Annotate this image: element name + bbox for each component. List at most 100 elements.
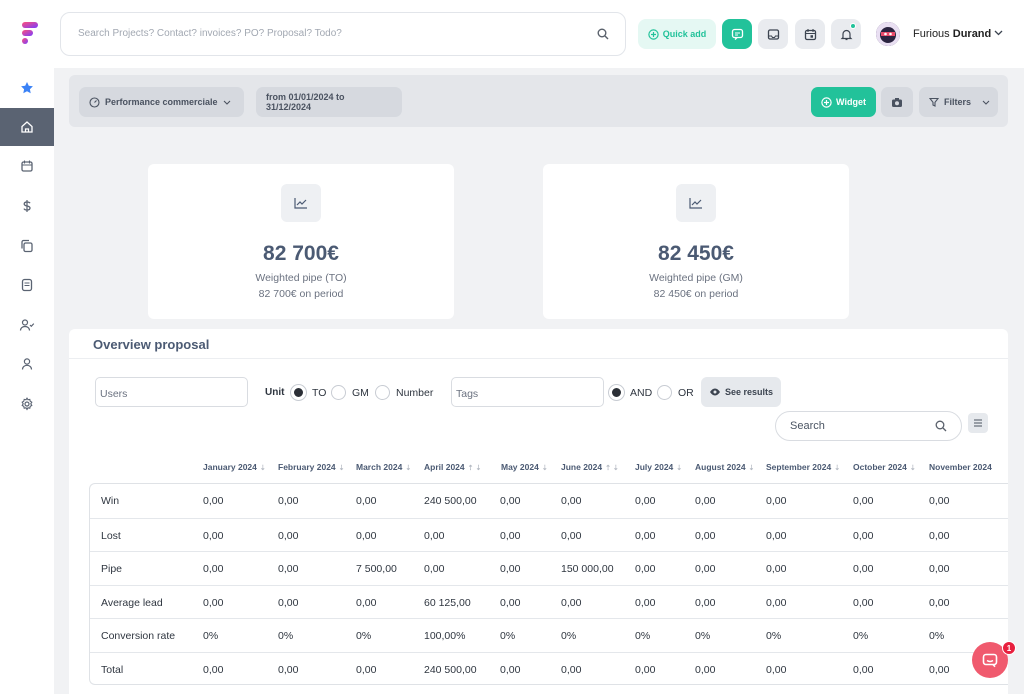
bell-icon: [840, 28, 853, 41]
row-label: Conversion rate: [101, 630, 176, 642]
sidebar-item-storage[interactable]: [0, 266, 54, 304]
sidebar: [0, 68, 54, 694]
column-header[interactable]: June 2024 ⇡ ⇣: [561, 462, 619, 472]
table-cell: 0%: [695, 630, 711, 642]
sidebar-item-documents[interactable]: [0, 227, 54, 265]
see-results-button[interactable]: See results: [701, 377, 781, 407]
global-search-placeholder: Search Projects? Contact? invoices? PO? …: [78, 28, 342, 39]
column-header[interactable]: July 2024 ⇣: [635, 462, 683, 472]
table-cell: 0,00: [695, 663, 716, 676]
sidebar-item-calendar[interactable]: [0, 147, 54, 185]
unit-radio-to[interactable]: [291, 385, 306, 400]
chat-icon: [731, 28, 744, 41]
filters-button[interactable]: Filters: [919, 87, 998, 117]
notification-dot: [850, 23, 856, 29]
table-cell: 0,00: [278, 495, 299, 507]
global-search[interactable]: Search Projects? Contact? invoices? PO? …: [60, 12, 626, 56]
inbox-button[interactable]: [758, 19, 788, 49]
notifications-button[interactable]: [831, 19, 861, 49]
table-cell: 0,00: [853, 529, 874, 542]
table-cell: 0,00: [356, 529, 377, 542]
users-icon: [19, 318, 35, 332]
user-first-name: Furious: [913, 28, 950, 40]
chevron-down-icon: [223, 100, 231, 105]
table-cell: 0%: [500, 630, 516, 642]
unit-option-to: TO: [312, 387, 327, 399]
sidebar-item-home[interactable]: [0, 108, 54, 146]
filter-icon: [929, 97, 939, 107]
logic-option-or: OR: [678, 387, 694, 399]
table-cell: 0%: [853, 630, 869, 642]
user-name[interactable]: Furious Durand: [913, 28, 991, 40]
sidebar-item-contacts[interactable]: [0, 306, 54, 344]
table-cell: 0,00: [278, 563, 299, 575]
table-row: Lost 0,00 0,00 0,00 0,00 0,00 0,00 0,00 0,00 0,00…: [90, 517, 1008, 552]
users-input[interactable]: Users: [95, 377, 248, 407]
app-logo[interactable]: [18, 20, 42, 46]
table-cell: 0,00: [929, 529, 950, 542]
column-settings-button[interactable]: [968, 413, 988, 433]
sidebar-item-finance[interactable]: [0, 187, 54, 225]
add-widget-button[interactable]: Widget: [811, 87, 876, 117]
see-results-label: See results: [724, 387, 774, 397]
sidebar-item-favorites[interactable]: [0, 69, 54, 107]
column-header[interactable]: August 2024 ⇣: [695, 462, 755, 472]
sidebar-item-settings[interactable]: [0, 385, 54, 423]
gauge-icon: [89, 96, 100, 108]
dollar-icon: [20, 199, 34, 213]
table-cell: 0,00: [766, 529, 787, 542]
kpi-label: Weighted pipe (TO): [255, 272, 347, 284]
logic-radio-or[interactable]: [657, 385, 672, 400]
kpi-card-weighted-pipe-to: 82 700€ Weighted pipe (TO) 82 700€ on pe…: [148, 164, 454, 319]
table-search-input[interactable]: Search: [775, 411, 962, 441]
inbox-icon: [767, 28, 780, 41]
chevron-down-icon[interactable]: [994, 30, 1003, 36]
unit-option-number: Number: [396, 387, 434, 399]
column-header[interactable]: November 2024: [929, 462, 992, 472]
date-range-button[interactable]: from 01/01/2024 to 31/12/2024: [256, 87, 402, 117]
column-header[interactable]: October 2024 ⇣: [853, 462, 916, 472]
table-cell: 0%: [561, 630, 577, 642]
search-icon: [935, 420, 947, 432]
tags-input[interactable]: Tags: [451, 377, 604, 407]
dashboard-select[interactable]: Performance commerciale: [79, 87, 244, 117]
table-cell: 0,00: [853, 663, 874, 676]
table-cell: 0%: [635, 630, 651, 642]
column-header[interactable]: September 2024 ⇣: [766, 462, 841, 472]
calendar-button[interactable]: [795, 19, 825, 49]
logic-radio-and[interactable]: [609, 385, 624, 400]
table-cell: 0,00: [635, 596, 656, 609]
column-header[interactable]: January 2024 ⇣: [203, 462, 266, 472]
sidebar-item-profile[interactable]: [0, 345, 54, 383]
screenshot-button[interactable]: [881, 87, 913, 117]
avatar[interactable]: [876, 22, 900, 46]
table-cell: 0,00: [500, 663, 521, 676]
row-label: Average lead: [101, 596, 163, 609]
table-cell: 0,00: [278, 596, 299, 609]
plus-circle-icon: [821, 96, 832, 108]
column-header[interactable]: April 2024 ⇡ ⇣: [424, 462, 482, 472]
calendar-icon: [20, 159, 34, 173]
table-cell: 0,00: [695, 495, 716, 507]
overview-proposal-panel: Overview proposal Users Unit TO GM Numbe…: [69, 329, 1008, 694]
unit-radio-gm[interactable]: [331, 385, 346, 400]
plus-circle-icon: [648, 28, 659, 40]
table-cell: 0,00: [853, 596, 874, 609]
table-cell: 0,00: [203, 596, 224, 609]
unit-radio-number[interactable]: [375, 385, 390, 400]
kpi-subtext: 82 450€ on period: [653, 288, 739, 300]
column-header[interactable]: May 2024 ⇣: [501, 462, 548, 472]
panel-title: Overview proposal: [93, 337, 210, 352]
kpi-label: Weighted pipe (GM): [649, 272, 743, 284]
column-header[interactable]: March 2024 ⇣: [356, 462, 412, 472]
table-cell: 7 500,00: [356, 563, 397, 575]
table-cell: 0,00: [500, 495, 521, 507]
column-header[interactable]: February 2024 ⇣: [278, 462, 345, 472]
logic-option-and: AND: [630, 387, 653, 399]
table-cell: 0,00: [356, 663, 377, 676]
messages-button[interactable]: [722, 19, 752, 49]
table-cell: 0,00: [500, 563, 521, 575]
filters-label: Filters: [944, 97, 972, 107]
search-icon[interactable]: [597, 28, 609, 40]
quick-add-button[interactable]: Quick add: [638, 19, 716, 49]
